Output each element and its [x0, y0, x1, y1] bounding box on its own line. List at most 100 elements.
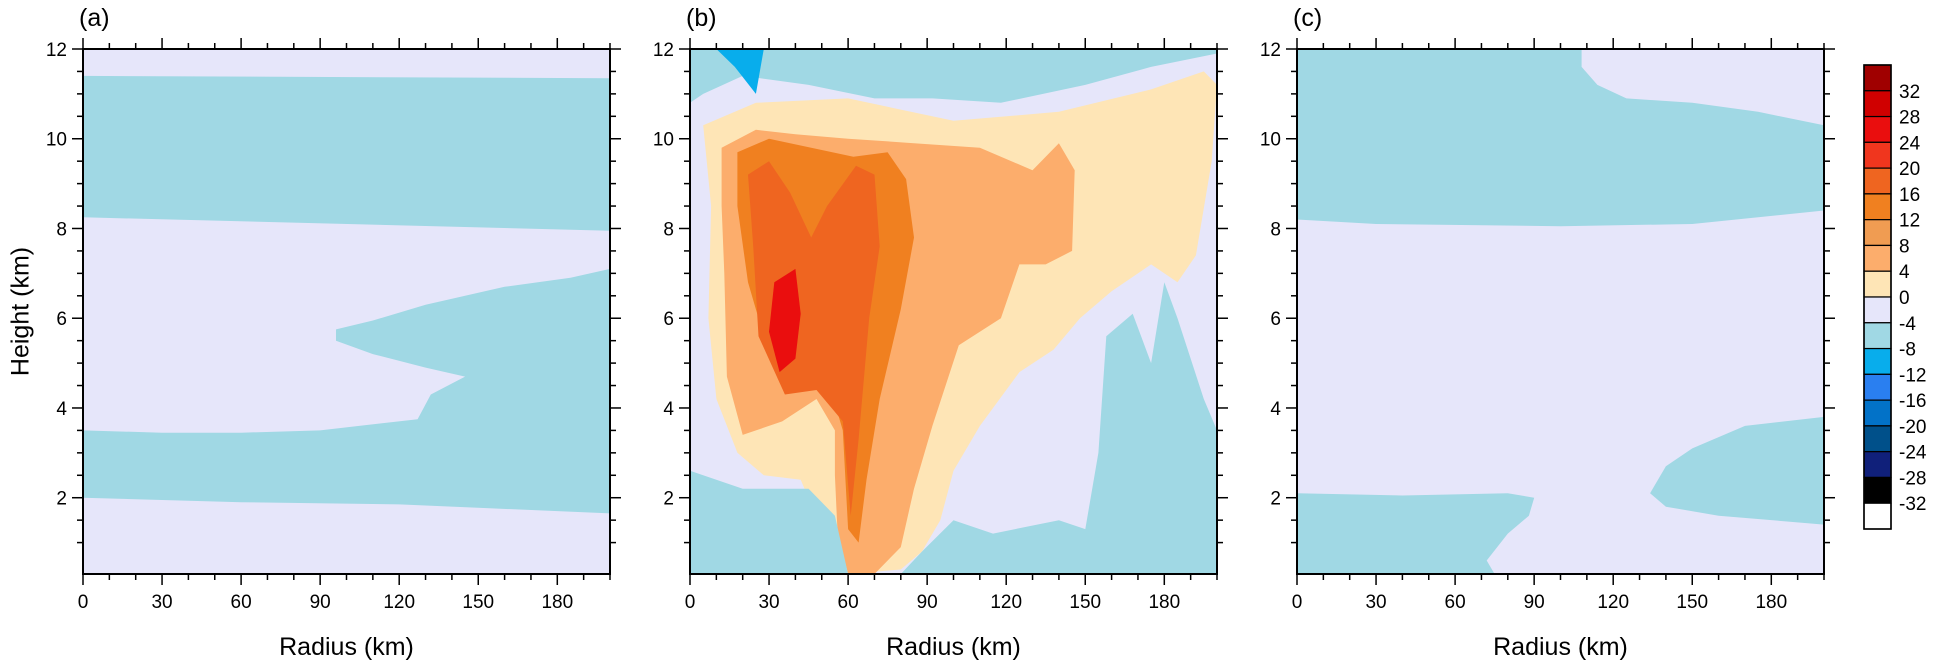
x-tick-label: 120: [990, 592, 1022, 613]
colorbar-label: -4: [1899, 314, 1916, 335]
x-tick-label: 60: [1445, 592, 1466, 613]
contour-region-6: [690, 49, 1217, 103]
x-tick-label: 180: [1148, 592, 1180, 613]
colorbar-label: -8: [1899, 340, 1916, 361]
colorbar-label: 16: [1899, 185, 1920, 206]
colorbar-label: 8: [1899, 236, 1910, 257]
colorbar-label: -20: [1899, 417, 1926, 438]
contour-region-7: [716, 49, 764, 94]
x-tick-label: 0: [1292, 592, 1303, 613]
x-tick-label: 90: [917, 592, 938, 613]
contour-region-3: [1650, 416, 1824, 525]
axis-ticks: [1286, 38, 1835, 585]
colorbar-swatch: [1863, 64, 1892, 92]
contour-region-1: [83, 75, 610, 231]
y-tick-label: 8: [56, 219, 67, 240]
colorbar-swatch: [1863, 322, 1892, 350]
x-tick-label: 90: [310, 592, 331, 613]
x-tick-label: 30: [151, 592, 172, 613]
panel-label: (a): [79, 4, 110, 32]
colorbar-label: -28: [1899, 468, 1926, 489]
y-tick-label: 6: [1270, 309, 1281, 330]
colorbar-label: 32: [1899, 82, 1920, 103]
y-tick-label: 2: [1270, 489, 1281, 510]
y-tick-label: 4: [663, 399, 674, 420]
colorbar-label: 4: [1899, 262, 1910, 283]
y-axis-title: Height (km): [7, 247, 35, 376]
colorbar-swatch: [1863, 141, 1892, 169]
axis-ticks: [679, 38, 1228, 585]
contour-region-1: [1297, 49, 1824, 227]
panel-b: 0 30 60 90 120 150 180 2 4 6 8 10 12 Radius (km) (b): [653, 4, 1228, 661]
axis-ticks: [72, 38, 621, 585]
x-tick-label: 0: [78, 592, 89, 613]
x-tick-label: 60: [231, 592, 252, 613]
y-tick-label: 6: [663, 309, 674, 330]
y-tick-label: 2: [663, 489, 674, 510]
x-tick-label: 60: [838, 592, 859, 613]
colorbar-swatch: [1863, 167, 1892, 195]
contour-region-5: [769, 268, 801, 373]
colorbar: 32 28 24 20 16 12 8 4 0 -4 -8 -12 -16 -20 -24 -28 -32: [1863, 64, 1927, 530]
y-tick-label: 4: [56, 399, 67, 420]
x-tick-label: 120: [383, 592, 415, 613]
x-tick-label: 30: [1365, 592, 1386, 613]
x-tick-label: 180: [541, 592, 573, 613]
y-tick-label: 4: [1270, 399, 1281, 420]
y-tick-label: 2: [56, 489, 67, 510]
x-axis-title: Radius (km): [886, 633, 1021, 661]
y-tick-label: 10: [653, 130, 674, 151]
x-tick-label: 150: [1069, 592, 1101, 613]
y-tick-label: 10: [46, 130, 67, 151]
colorbar-label: 20: [1899, 159, 1920, 180]
x-tick-label: 180: [1755, 592, 1787, 613]
contour-region-9: [900, 282, 1217, 574]
contour-region-2: [1297, 493, 1535, 574]
colorbar-swatch: [1863, 502, 1892, 530]
colorbar-label: 24: [1899, 133, 1921, 154]
colorbar-swatch: [1863, 373, 1892, 401]
contour-region-8: [690, 470, 849, 574]
x-tick-label: 150: [462, 592, 494, 613]
colorbar-label: -16: [1899, 391, 1926, 412]
colorbar-swatch: [1863, 451, 1892, 479]
y-tick-label: 6: [56, 309, 67, 330]
panel-label: (b): [686, 4, 717, 32]
colorbar-label: 28: [1899, 108, 1920, 129]
panel-label: (c): [1293, 4, 1322, 32]
contour-region-4: [748, 161, 880, 516]
colorbar-swatch: [1863, 425, 1892, 453]
contour-region-2: [83, 268, 610, 514]
colorbar-label: -24: [1899, 443, 1927, 464]
y-tick-label: 10: [1260, 130, 1281, 151]
x-axis-title: Radius (km): [279, 633, 414, 661]
y-tick-label: 8: [1270, 219, 1281, 240]
colorbar-swatch: [1863, 296, 1892, 324]
x-tick-label: 150: [1676, 592, 1708, 613]
colorbar-swatch: [1863, 476, 1892, 504]
colorbar-label: -32: [1899, 494, 1926, 515]
colorbar-frame: [1863, 64, 1892, 530]
panel-a: 0 30 60 90 120 150 180 2 4 6 8 10 12 Radius (km) Heigh…: [7, 4, 621, 661]
x-tick-label: 90: [1524, 592, 1545, 613]
colorbar-swatch: [1863, 399, 1892, 427]
colorbar-swatch: [1863, 115, 1892, 143]
colorbar-label: -12: [1899, 365, 1926, 386]
colorbar-swatch: [1863, 347, 1892, 375]
colorbar-swatch: [1863, 90, 1892, 118]
colorbar-swatch: [1863, 193, 1892, 221]
x-tick-label: 30: [758, 592, 779, 613]
y-tick-label: 12: [653, 40, 674, 61]
colorbar-swatch: [1863, 219, 1892, 247]
colorbar-label: 12: [1899, 211, 1920, 232]
y-tick-label: 8: [663, 219, 674, 240]
colorbar-swatch: [1863, 244, 1892, 272]
x-tick-label: 0: [685, 592, 696, 613]
x-tick-label: 120: [1597, 592, 1629, 613]
colorbar-label: 0: [1899, 288, 1910, 309]
y-tick-label: 12: [46, 40, 67, 61]
x-axis-title: Radius (km): [1493, 633, 1628, 661]
panel-c: 0 30 60 90 120 150 180 2 4 6 8 10 12 Radius (km) (c): [1260, 4, 1835, 661]
y-tick-label: 12: [1260, 40, 1281, 61]
